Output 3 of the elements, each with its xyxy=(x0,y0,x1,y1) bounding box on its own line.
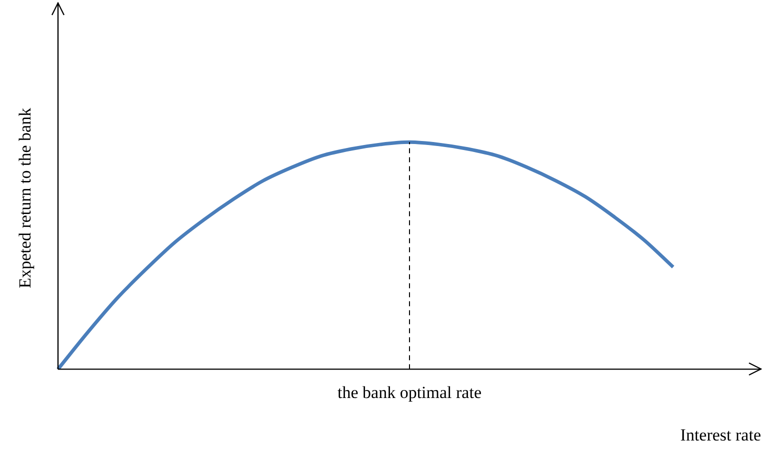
y-axis-title: Expeted return to the bank xyxy=(15,107,34,288)
x-axis-title: Interest rate xyxy=(680,425,761,444)
text: the bank optimal rate xyxy=(338,383,482,402)
